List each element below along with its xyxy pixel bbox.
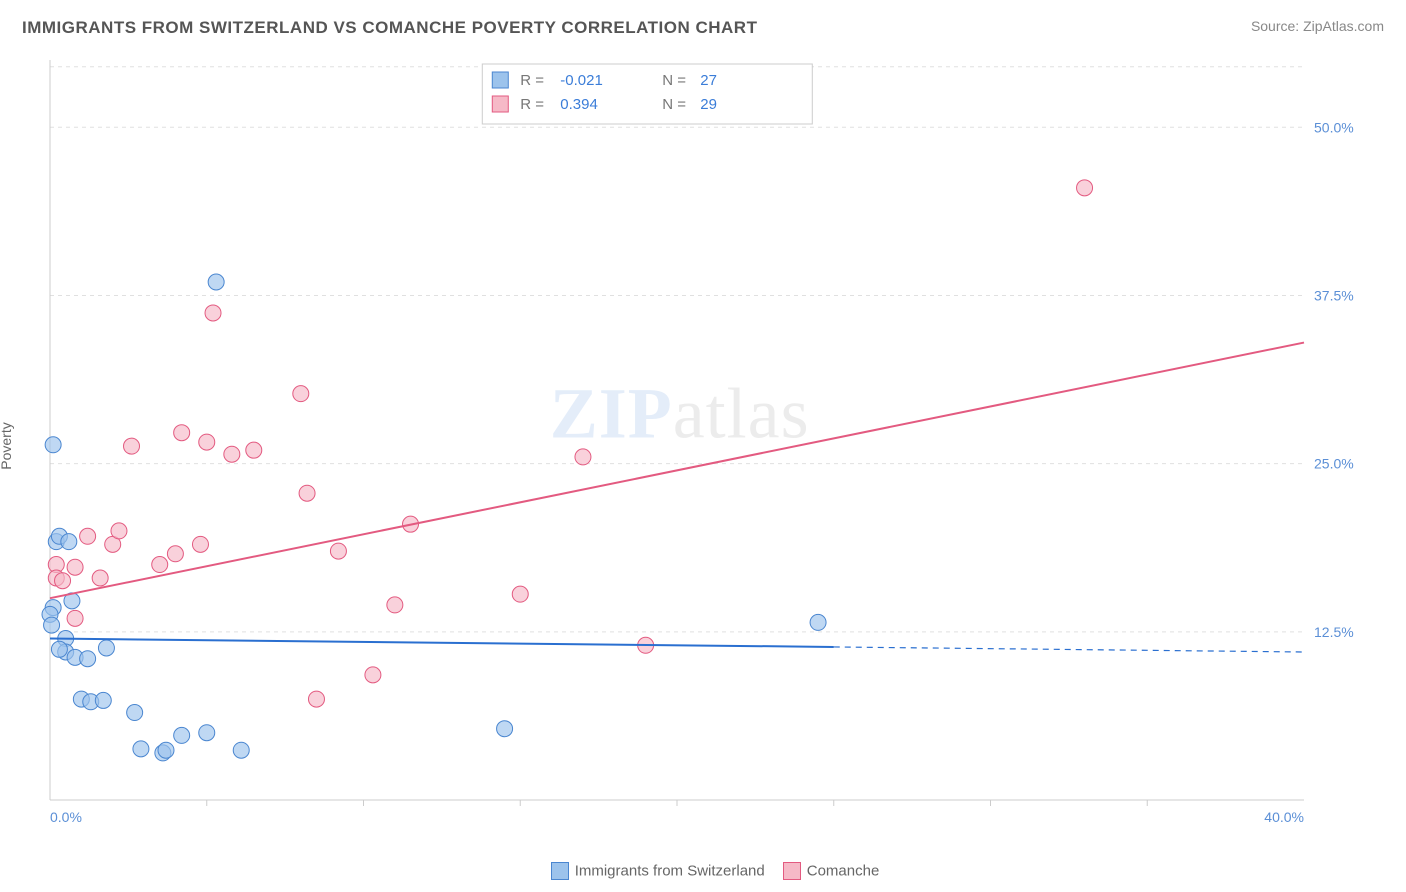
data-point-b xyxy=(1077,180,1093,196)
data-point-b xyxy=(365,667,381,683)
bottom-legend-label: Immigrants from Switzerland xyxy=(575,863,765,880)
y-tick-label: 37.5% xyxy=(1314,287,1354,303)
data-point-b xyxy=(67,610,83,626)
data-point-b xyxy=(152,557,168,573)
data-point-a xyxy=(497,721,513,737)
data-point-a xyxy=(810,614,826,630)
bottom-legend-swatch xyxy=(783,862,801,880)
y-tick-label: 12.5% xyxy=(1314,624,1354,640)
data-point-a xyxy=(127,705,143,721)
data-point-b xyxy=(55,573,71,589)
data-point-a xyxy=(61,534,77,550)
trendline-a xyxy=(50,639,834,647)
x-tick-label: 0.0% xyxy=(50,809,82,825)
data-point-a xyxy=(208,274,224,290)
data-point-b xyxy=(293,386,309,402)
legend-n-value-a: 27 xyxy=(700,72,717,89)
data-point-b xyxy=(80,528,96,544)
data-point-b xyxy=(199,434,215,450)
data-point-a xyxy=(44,617,60,633)
data-point-a xyxy=(174,727,190,743)
data-point-b xyxy=(192,536,208,552)
legend-r-label: R = xyxy=(520,72,544,89)
data-point-b xyxy=(330,543,346,559)
trendline-a-ext xyxy=(834,647,1304,652)
data-point-a xyxy=(51,641,67,657)
data-point-b xyxy=(387,597,403,613)
legend-r-value-a: -0.021 xyxy=(560,72,603,89)
data-point-a xyxy=(95,692,111,708)
bottom-legend-swatch xyxy=(551,862,569,880)
data-point-b xyxy=(575,449,591,465)
bottom-legend-label: Comanche xyxy=(807,863,880,880)
data-point-b xyxy=(92,570,108,586)
legend-r-label: R = xyxy=(520,96,544,113)
data-point-a xyxy=(45,437,61,453)
data-point-b xyxy=(67,559,83,575)
data-point-b xyxy=(308,691,324,707)
data-point-a xyxy=(98,640,114,656)
data-point-b xyxy=(167,546,183,562)
y-tick-label: 25.0% xyxy=(1314,456,1354,472)
data-point-b xyxy=(246,442,262,458)
data-point-a xyxy=(80,651,96,667)
watermark: ZIPatlas xyxy=(550,373,810,453)
bottom-legend: Immigrants from Switzerland Comanche xyxy=(48,862,1364,880)
legend-n-label: N = xyxy=(662,72,686,89)
data-point-a xyxy=(199,725,215,741)
x-tick-label: 40.0% xyxy=(1264,809,1304,825)
data-point-a xyxy=(233,742,249,758)
data-point-b xyxy=(299,485,315,501)
data-point-b xyxy=(205,305,221,321)
data-point-b xyxy=(111,523,127,539)
data-point-b xyxy=(224,446,240,462)
data-point-a xyxy=(158,742,174,758)
data-point-b xyxy=(174,425,190,441)
plot-svg: 0.0% 40.0% 12.5% 25.0% 37.5% 50.0% ZIPatlas R =… xyxy=(48,60,1364,830)
legend-swatch-b xyxy=(492,96,508,112)
legend-swatch-a xyxy=(492,72,508,88)
chart-title: IMMIGRANTS FROM SWITZERLAND VS COMANCHE … xyxy=(22,18,757,38)
y-tick-label: 50.0% xyxy=(1314,119,1354,135)
data-point-b xyxy=(124,438,140,454)
data-point-a xyxy=(133,741,149,757)
scatter-plot: 0.0% 40.0% 12.5% 25.0% 37.5% 50.0% ZIPatlas R =… xyxy=(48,60,1364,830)
legend-n-label: N = xyxy=(662,96,686,113)
source-attribution: Source: ZipAtlas.com xyxy=(1251,18,1384,34)
data-point-b xyxy=(512,586,528,602)
legend-n-value-b: 29 xyxy=(700,96,717,113)
legend-r-value-b: 0.394 xyxy=(560,96,598,113)
y-axis-label: Poverty xyxy=(0,422,14,469)
